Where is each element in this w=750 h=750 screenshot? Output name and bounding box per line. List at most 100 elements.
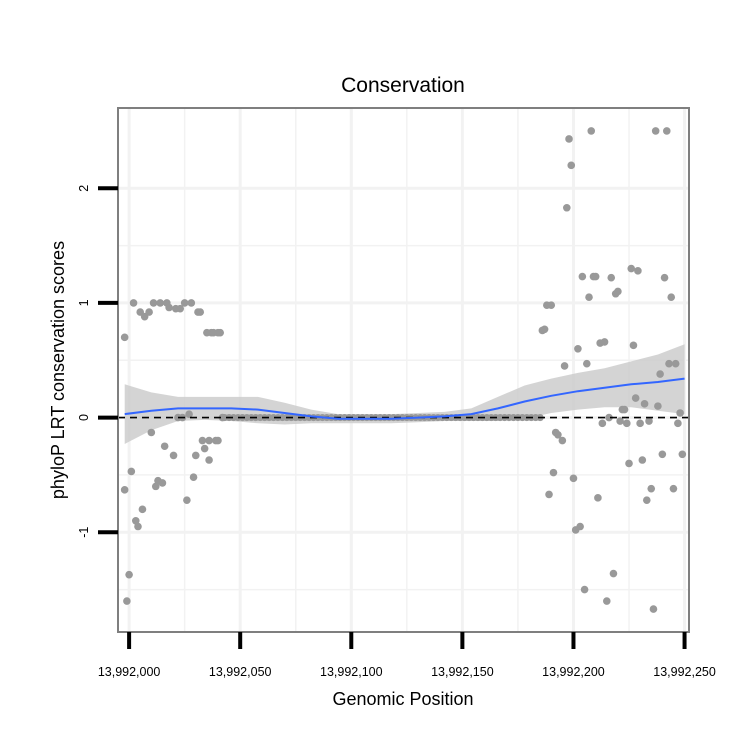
data-point xyxy=(160,442,169,451)
data-point xyxy=(183,496,191,504)
data-point xyxy=(629,341,638,350)
data-point xyxy=(214,436,222,445)
data-point xyxy=(654,402,662,410)
data-point xyxy=(218,413,227,422)
data-point xyxy=(563,203,571,212)
data-point xyxy=(574,344,582,353)
x-tick-label: 13,992,000 xyxy=(98,665,161,679)
data-point xyxy=(594,494,602,502)
data-point xyxy=(636,419,644,428)
data-point xyxy=(549,468,558,477)
data-point xyxy=(165,303,173,312)
data-point xyxy=(578,272,587,281)
x-tick-label: 13,992,200 xyxy=(542,665,605,679)
data-point xyxy=(196,308,205,316)
data-point xyxy=(665,359,673,368)
data-point xyxy=(622,419,631,428)
data-point xyxy=(642,496,651,504)
chart-title: Conservation xyxy=(341,74,465,97)
data-point xyxy=(560,362,569,370)
data-point xyxy=(640,400,649,408)
x-tick-label: 13,992,150 xyxy=(431,665,494,679)
data-point xyxy=(127,467,136,476)
data-point xyxy=(134,522,142,531)
data-point xyxy=(662,127,671,135)
data-point xyxy=(540,325,549,334)
data-point xyxy=(607,273,616,282)
data-point xyxy=(205,456,213,464)
ci-band-area xyxy=(124,344,685,444)
data-point xyxy=(191,451,200,460)
data-point xyxy=(576,522,584,531)
data-point xyxy=(151,482,160,491)
data-point xyxy=(658,450,667,459)
data-point xyxy=(187,299,196,307)
data-point xyxy=(138,505,147,514)
confidence-band xyxy=(124,344,685,444)
data-point xyxy=(580,585,589,594)
data-point xyxy=(582,359,591,368)
data-point xyxy=(600,338,609,346)
data-point xyxy=(671,359,680,368)
data-point xyxy=(120,486,129,494)
data-point xyxy=(547,301,556,310)
data-point xyxy=(198,436,207,445)
data-point xyxy=(554,430,562,439)
data-point xyxy=(609,569,618,578)
x-axis-label: Genomic Position xyxy=(332,689,473,709)
data-point xyxy=(647,484,656,493)
data-point xyxy=(620,405,629,414)
x-axis: 13,992,000 13,992,050 13,992,100 13,992,150… xyxy=(98,632,716,679)
data-point xyxy=(545,490,553,499)
data-point xyxy=(180,299,189,307)
data-point xyxy=(158,479,167,487)
data-point xyxy=(605,413,613,422)
data-point xyxy=(176,304,185,313)
data-point xyxy=(634,267,642,275)
data-point xyxy=(169,451,178,460)
y-axis: -1 0 1 2 xyxy=(77,185,118,538)
data-point xyxy=(200,444,209,453)
y-tick-label: 1 xyxy=(77,299,91,306)
y-axis-label: phyloP LRT conservation scores xyxy=(48,241,68,499)
data-point xyxy=(216,328,225,337)
data-point xyxy=(587,127,596,135)
data-point xyxy=(674,419,682,428)
data-point xyxy=(156,299,165,307)
data-point xyxy=(131,516,140,525)
data-point xyxy=(189,473,198,482)
data-point xyxy=(585,293,593,301)
data-point xyxy=(591,272,600,281)
x-tick-label: 13,992,250 xyxy=(653,665,716,679)
data-point xyxy=(149,299,158,307)
data-point xyxy=(660,273,669,282)
smooth-line xyxy=(124,377,685,420)
x-tick-label: 13,992,050 xyxy=(209,665,272,679)
x-tick-label: 13,992,100 xyxy=(320,665,383,679)
data-point xyxy=(656,370,664,378)
y-tick-label: -1 xyxy=(77,527,91,538)
data-point xyxy=(129,299,138,307)
data-point xyxy=(676,409,684,417)
data-point xyxy=(651,127,660,135)
loess-fit-line xyxy=(124,377,685,420)
data-point xyxy=(147,428,156,437)
data-point xyxy=(625,459,633,468)
plot-panel-border xyxy=(117,107,690,633)
data-point xyxy=(185,410,193,418)
data-point xyxy=(123,597,131,605)
data-point xyxy=(616,417,624,425)
data-point xyxy=(567,161,576,170)
data-point xyxy=(565,135,573,143)
data-point xyxy=(667,293,676,301)
data-point xyxy=(645,417,653,425)
data-point xyxy=(125,570,133,579)
data-point xyxy=(638,456,647,464)
data-point xyxy=(678,450,687,459)
data-point xyxy=(614,287,622,296)
data-point xyxy=(631,394,640,402)
data-point xyxy=(669,484,678,493)
y-tick-label: 2 xyxy=(77,185,91,192)
data-point xyxy=(145,308,153,316)
